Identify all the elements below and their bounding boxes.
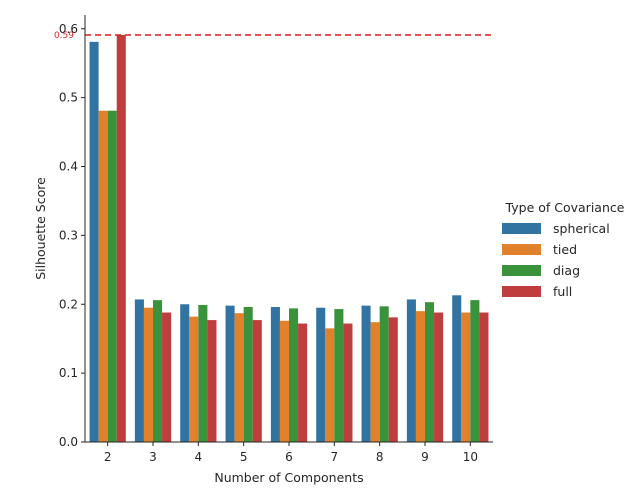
bar-diag-4 xyxy=(198,304,208,442)
legend-label-full: full xyxy=(553,284,572,299)
bar-tied-9 xyxy=(415,311,425,442)
bar-spherical-5 xyxy=(225,305,235,442)
legend-title: Type of Covariance xyxy=(505,200,625,215)
bar-full-9 xyxy=(434,312,444,442)
bar-full-4 xyxy=(207,320,217,442)
bar-tied-2 xyxy=(98,110,108,442)
legend-swatch-tied xyxy=(502,244,541,255)
bar-tied-4 xyxy=(189,316,199,442)
x-tick-label: 4 xyxy=(195,450,203,464)
x-tick-label: 7 xyxy=(331,450,339,464)
x-axis-label: Number of Components xyxy=(214,470,363,485)
bar-diag-7 xyxy=(334,309,344,442)
bar-diag-2 xyxy=(107,110,117,442)
axes-layer: 0.0 0.1 0.2 0.3 0.4 0.5 0.6 2 3 4 5 6 7 8 9 10 xyxy=(59,15,493,464)
x-tick-label: 9 xyxy=(421,450,429,464)
y-tick-label: 0.6 xyxy=(59,22,78,36)
bar-spherical-8 xyxy=(361,305,371,442)
bar-spherical-6 xyxy=(270,307,280,442)
x-tick-label: 5 xyxy=(240,450,248,464)
legend: Type of Covariance spherical tied diag full xyxy=(502,200,625,299)
bar-diag-9 xyxy=(425,302,435,442)
bar-full-8 xyxy=(388,317,398,442)
y-tick-label: 0.5 xyxy=(59,91,78,105)
bar-full-5 xyxy=(252,320,262,442)
legend-label-diag: diag xyxy=(553,263,580,278)
bar-tied-5 xyxy=(234,313,244,442)
y-axis-label: Silhouette Score xyxy=(33,177,48,280)
bar-spherical-9 xyxy=(406,299,416,442)
bar-diag-5 xyxy=(243,307,253,442)
bar-full-3 xyxy=(162,312,172,442)
bar-spherical-3 xyxy=(134,299,144,442)
bar-full-7 xyxy=(343,323,353,442)
bar-diag-6 xyxy=(289,308,299,442)
x-tick-label: 3 xyxy=(149,450,157,464)
x-tick-label: 2 xyxy=(104,450,112,464)
bar-tied-7 xyxy=(325,328,335,442)
bar-diag-10 xyxy=(470,300,480,442)
y-tick-label: 0.3 xyxy=(59,228,78,242)
bar-diag-3 xyxy=(153,300,163,442)
bar-diag-8 xyxy=(379,306,389,442)
bar-spherical-10 xyxy=(452,295,462,442)
bar-spherical-4 xyxy=(180,304,190,442)
bar-spherical-7 xyxy=(316,307,326,442)
bar-tied-8 xyxy=(370,322,380,442)
legend-label-tied: tied xyxy=(553,242,577,257)
y-tick-label: 0.4 xyxy=(59,160,78,174)
x-tick-label: 10 xyxy=(463,450,478,464)
y-tick-label: 0.2 xyxy=(59,297,78,311)
bar-tied-3 xyxy=(143,307,153,442)
y-tick-label: 0.1 xyxy=(59,366,78,380)
legend-label-spherical: spherical xyxy=(553,221,610,236)
bar-full-6 xyxy=(298,323,308,442)
legend-swatch-diag xyxy=(502,265,541,276)
reference-line-layer: 0.59 xyxy=(54,31,493,41)
bar-spherical-2 xyxy=(89,41,99,442)
bar-full-2 xyxy=(116,34,126,442)
bars-layer xyxy=(89,34,489,442)
bar-full-10 xyxy=(479,312,489,442)
reference-line-label: 0.59 xyxy=(54,31,74,41)
legend-swatch-spherical xyxy=(502,223,541,234)
bar-tied-6 xyxy=(279,320,289,442)
x-tick-label: 6 xyxy=(285,450,293,464)
legend-swatch-full xyxy=(502,286,541,297)
bar-tied-10 xyxy=(461,312,471,442)
y-tick-label: 0.0 xyxy=(59,435,78,449)
x-tick-label: 8 xyxy=(376,450,384,464)
